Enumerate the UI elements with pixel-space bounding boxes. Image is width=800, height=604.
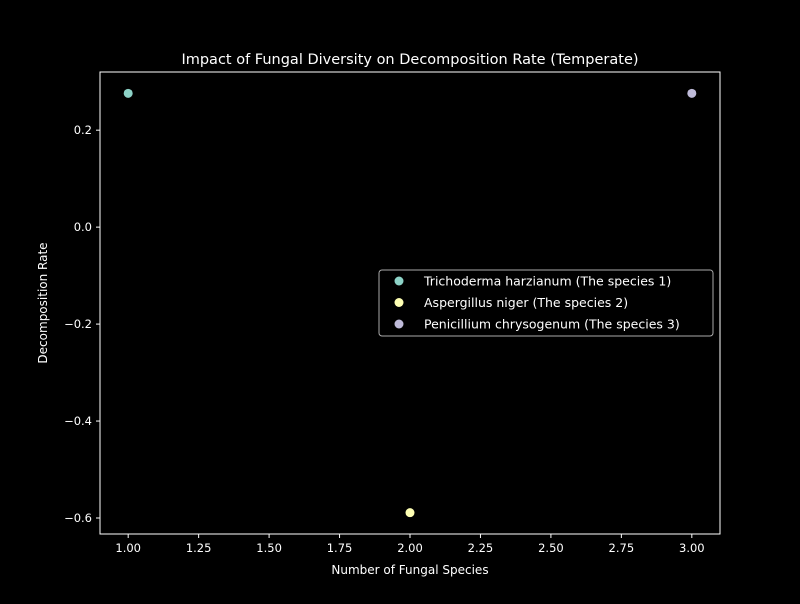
legend-marker (394, 276, 404, 286)
legend-label: Trichoderma harzianum (The species 1) (423, 274, 671, 289)
x-tick-label: 2.25 (468, 541, 494, 555)
plot-frame (99, 71, 721, 535)
x-tick-label: 3.00 (679, 541, 705, 555)
legend-marker (394, 319, 404, 329)
legend-label: Penicillium chrysogenum (The species 3) (424, 317, 680, 332)
x-tick-label: 1.00 (115, 541, 141, 555)
y-tick-label: −0.6 (64, 511, 92, 525)
legend: Trichoderma harzianum (The species 1) Asp… (378, 269, 714, 337)
x-tick-label: 1.50 (256, 541, 282, 555)
x-tick-label: 2.75 (609, 541, 635, 555)
x-tick-label: 1.75 (327, 541, 353, 555)
x-tick-label: 2.50 (538, 541, 564, 555)
y-tick-label: 0.0 (74, 220, 92, 234)
y-tick-label: −0.2 (64, 317, 92, 331)
x-tick-label: 2.00 (397, 541, 423, 555)
y-tick-label: −0.4 (64, 414, 92, 428)
legend-label: Aspergillus niger (The species 2) (424, 295, 628, 310)
x-tick-label: 1.25 (186, 541, 212, 555)
x-axis-label: Number of Fungal Species (331, 563, 488, 577)
data-point (405, 508, 415, 518)
y-axis-label: Decomposition Rate (36, 242, 50, 363)
legend-box (378, 269, 714, 337)
y-tick-label: 0.2 (74, 123, 92, 137)
data-point (123, 88, 133, 98)
legend-marker (394, 298, 404, 307)
chart-title: Impact of Fungal Diversity on Decomposit… (181, 52, 638, 68)
data-point (687, 88, 697, 98)
